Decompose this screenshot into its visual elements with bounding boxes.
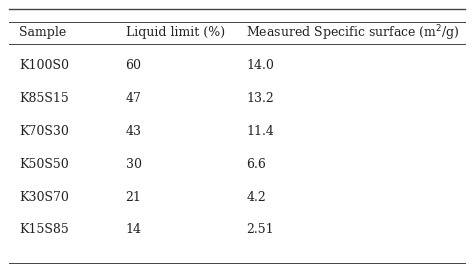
Text: 6.6: 6.6: [246, 158, 266, 171]
Text: 30: 30: [126, 158, 142, 171]
Text: K100S0: K100S0: [19, 59, 69, 72]
Text: K85S15: K85S15: [19, 92, 69, 105]
Text: 11.4: 11.4: [246, 125, 274, 138]
Text: K70S30: K70S30: [19, 125, 69, 138]
Text: K15S85: K15S85: [19, 224, 69, 236]
Text: K30S70: K30S70: [19, 191, 69, 204]
Text: Liquid limit (%): Liquid limit (%): [126, 26, 225, 39]
Text: Measured Specific surface (m$^2$/g): Measured Specific surface (m$^2$/g): [246, 23, 460, 43]
Text: 13.2: 13.2: [246, 92, 274, 105]
Text: 14: 14: [126, 224, 142, 236]
Text: 43: 43: [126, 125, 142, 138]
Text: Sample: Sample: [19, 26, 66, 39]
Text: 4.2: 4.2: [246, 191, 266, 204]
Text: 14.0: 14.0: [246, 59, 274, 72]
Text: 2.51: 2.51: [246, 224, 274, 236]
Text: 60: 60: [126, 59, 142, 72]
Text: K50S50: K50S50: [19, 158, 69, 171]
Text: 21: 21: [126, 191, 141, 204]
Text: 47: 47: [126, 92, 141, 105]
